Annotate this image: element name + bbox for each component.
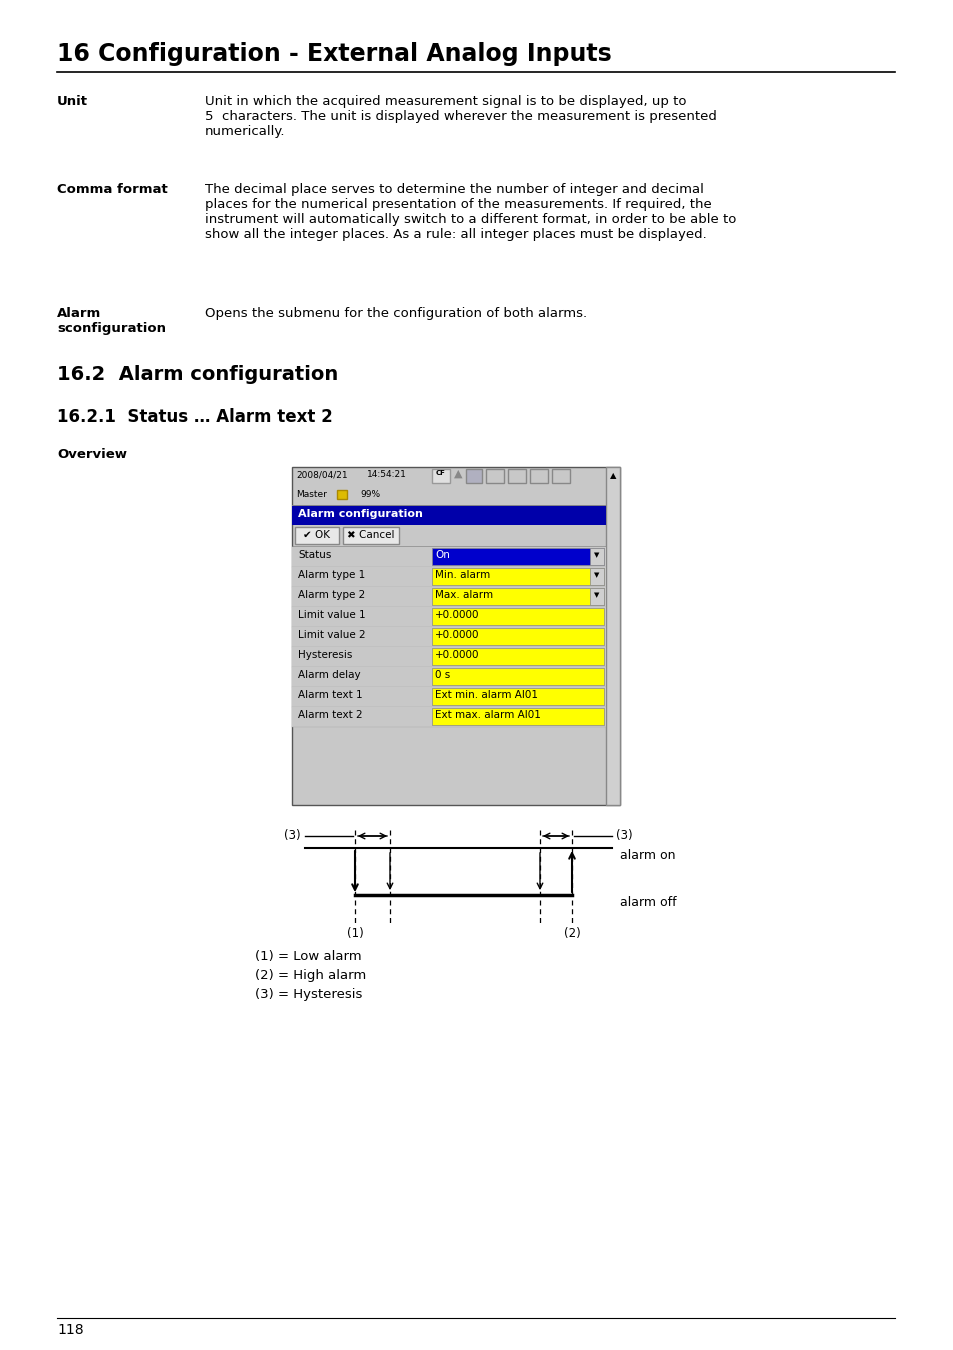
Bar bbox=[294, 526, 338, 544]
Text: (1): (1) bbox=[346, 927, 363, 940]
Text: (3): (3) bbox=[284, 829, 301, 841]
Bar bbox=[292, 608, 605, 626]
Bar bbox=[530, 468, 547, 483]
Text: (2) = High alarm: (2) = High alarm bbox=[254, 969, 366, 981]
Text: On: On bbox=[435, 549, 450, 560]
Text: ▼: ▼ bbox=[594, 572, 599, 578]
Bar bbox=[292, 567, 605, 587]
Bar bbox=[432, 548, 603, 566]
Text: +0.0000: +0.0000 bbox=[435, 649, 479, 660]
Text: Min. alarm: Min. alarm bbox=[435, 570, 490, 580]
Text: (1) = Low alarm: (1) = Low alarm bbox=[254, 950, 361, 963]
Text: 16.2.1  Status … Alarm text 2: 16.2.1 Status … Alarm text 2 bbox=[57, 408, 333, 427]
Text: Unit: Unit bbox=[57, 95, 88, 108]
Bar bbox=[292, 505, 605, 525]
Text: Status: Status bbox=[297, 549, 331, 560]
Text: (3) = Hysteresis: (3) = Hysteresis bbox=[254, 988, 362, 1000]
Text: Ext min. alarm AI01: Ext min. alarm AI01 bbox=[435, 690, 537, 701]
Bar bbox=[605, 467, 619, 805]
Bar bbox=[432, 628, 603, 645]
Bar bbox=[485, 468, 503, 483]
Text: (3): (3) bbox=[616, 829, 632, 841]
Bar bbox=[432, 568, 603, 585]
Bar bbox=[589, 589, 603, 605]
Text: 14:54:21: 14:54:21 bbox=[367, 470, 406, 479]
Bar bbox=[432, 707, 603, 725]
Bar bbox=[432, 668, 603, 684]
Text: Unit in which the acquired measurement signal is to be displayed, up to
5  chara: Unit in which the acquired measurement s… bbox=[205, 95, 716, 138]
Bar bbox=[589, 568, 603, 585]
Bar bbox=[292, 687, 605, 707]
Text: 118: 118 bbox=[57, 1323, 84, 1336]
Text: Master: Master bbox=[295, 490, 327, 500]
Text: Alarm
sconfiguration: Alarm sconfiguration bbox=[57, 306, 166, 335]
Text: ✖ Cancel: ✖ Cancel bbox=[347, 531, 395, 540]
Text: ▼: ▼ bbox=[594, 552, 599, 558]
Text: Alarm type 2: Alarm type 2 bbox=[297, 590, 365, 599]
Text: 16.2  Alarm configuration: 16.2 Alarm configuration bbox=[57, 364, 338, 383]
Bar bbox=[432, 648, 603, 666]
Text: +0.0000: +0.0000 bbox=[435, 630, 479, 640]
Text: alarm off: alarm off bbox=[619, 896, 676, 909]
Text: ▼: ▼ bbox=[594, 593, 599, 598]
Text: 16 Configuration - External Analog Inputs: 16 Configuration - External Analog Input… bbox=[57, 42, 611, 66]
Text: Opens the submenu for the configuration of both alarms.: Opens the submenu for the configuration … bbox=[205, 306, 586, 320]
Text: Ext max. alarm AI01: Ext max. alarm AI01 bbox=[435, 710, 540, 720]
Text: alarm on: alarm on bbox=[619, 849, 675, 863]
Bar bbox=[336, 490, 347, 500]
Bar bbox=[292, 587, 605, 608]
Text: Limit value 1: Limit value 1 bbox=[297, 610, 365, 620]
Bar bbox=[292, 626, 605, 647]
Bar bbox=[432, 468, 450, 483]
Text: ✔ OK: ✔ OK bbox=[303, 531, 330, 540]
Text: Max. alarm: Max. alarm bbox=[435, 590, 493, 599]
Text: Hysteresis: Hysteresis bbox=[297, 649, 352, 660]
Text: CF: CF bbox=[436, 470, 445, 477]
Bar bbox=[465, 468, 481, 483]
Text: Overview: Overview bbox=[57, 448, 127, 460]
Bar bbox=[292, 547, 605, 567]
Text: ▲: ▲ bbox=[454, 468, 462, 479]
Bar bbox=[292, 647, 605, 667]
Text: Alarm text 1: Alarm text 1 bbox=[297, 690, 362, 701]
Bar bbox=[432, 608, 603, 625]
Bar bbox=[343, 526, 398, 544]
Bar bbox=[589, 548, 603, 566]
Bar bbox=[432, 589, 603, 605]
Text: Comma format: Comma format bbox=[57, 184, 168, 196]
Bar bbox=[292, 667, 605, 687]
Text: Limit value 2: Limit value 2 bbox=[297, 630, 365, 640]
Text: 0 s: 0 s bbox=[435, 670, 450, 680]
Bar bbox=[432, 688, 603, 705]
Text: 99%: 99% bbox=[359, 490, 379, 500]
Text: (2): (2) bbox=[563, 927, 579, 940]
Text: 2008/04/21: 2008/04/21 bbox=[295, 470, 347, 479]
Text: Alarm type 1: Alarm type 1 bbox=[297, 570, 365, 580]
Text: Alarm delay: Alarm delay bbox=[297, 670, 360, 680]
Bar bbox=[552, 468, 569, 483]
Text: +0.0000: +0.0000 bbox=[435, 610, 479, 620]
Text: Alarm configuration: Alarm configuration bbox=[297, 509, 422, 518]
Text: Alarm text 2: Alarm text 2 bbox=[297, 710, 362, 720]
Bar bbox=[292, 707, 605, 728]
Text: The decimal place serves to determine the number of integer and decimal
places f: The decimal place serves to determine th… bbox=[205, 184, 736, 242]
Bar bbox=[292, 467, 619, 805]
Text: ▲: ▲ bbox=[609, 471, 616, 481]
Bar bbox=[507, 468, 525, 483]
